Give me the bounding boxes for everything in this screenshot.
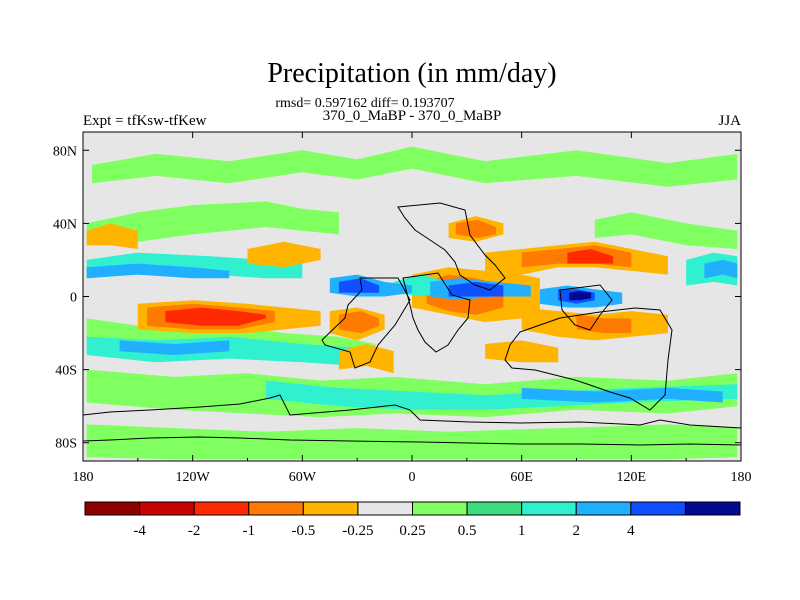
south-america-outline — [321, 277, 411, 369]
colorbar-swatch-10 — [630, 501, 686, 516]
colorbar-label-2: -1 — [243, 523, 256, 539]
colorbar-swatch-9 — [575, 501, 632, 516]
chart-title: Precipitation (in mm/day) — [267, 58, 556, 89]
colorbar-swatch-3 — [248, 501, 304, 516]
y-axis-ticks: 80N 40N 0 40S 80S — [53, 144, 741, 452]
experiment-label: Expt = tfKsw-tfKew — [83, 113, 207, 129]
colorbar-swatch-7 — [466, 501, 523, 516]
colorbar-swatch-5 — [357, 501, 413, 516]
precip-region-34 — [338, 278, 380, 293]
colorbar-swatch-11 — [684, 501, 741, 516]
y-tick-label-4: 80S — [55, 437, 77, 452]
precip-region-21 — [338, 344, 394, 374]
x-axis-ticks: 180 120W 60W 0 60E 120E 180 — [73, 132, 752, 485]
x-tick-label-5: 120E — [617, 470, 647, 485]
x-tick-label-2: 60W — [289, 470, 317, 485]
colorbar-label-9: 4 — [627, 523, 635, 539]
precip-region-39 — [569, 291, 592, 301]
precip-region-30 — [576, 314, 632, 334]
colorbar-label-8: 2 — [573, 523, 581, 539]
precip-region-28 — [567, 249, 614, 264]
y-tick-label-2: 0 — [70, 291, 77, 306]
precip-region-0 — [92, 146, 738, 187]
x-tick-label-6: 180 — [731, 470, 752, 485]
chart-stats-subtitle: rmsd= 0.597162 diff= 0.193707 — [275, 96, 454, 111]
colorbar-label-7: 1 — [518, 523, 526, 539]
x-tick-label-4: 60E — [510, 470, 533, 485]
colorbar-label-5: 0.25 — [399, 523, 425, 539]
precip-region-16 — [165, 307, 266, 326]
continent-outlines — [82, 202, 742, 446]
y-tick-label-1: 40N — [53, 217, 77, 232]
precip-region-18 — [247, 241, 321, 268]
chart-cases-subtitle: 370_0_MaBP - 370_0_MaBP — [323, 108, 502, 124]
colorbar-swatch-4 — [302, 501, 359, 516]
antarctica-outline — [82, 394, 742, 446]
precip-region-7 — [86, 263, 230, 279]
precip-region-11 — [119, 340, 230, 355]
colorbar-swatch-6 — [412, 501, 468, 516]
precip-region-17 — [86, 223, 138, 249]
colorbar-label-1: -2 — [188, 523, 201, 539]
precip-region-12 — [265, 380, 738, 410]
colorbar-label-4: -0.25 — [342, 523, 373, 539]
precip-region-20 — [338, 311, 380, 334]
colorbar-swatch-0 — [84, 501, 141, 516]
x-tick-label-0: 180 — [73, 470, 94, 485]
colorbar-swatch-2 — [193, 501, 250, 516]
asia-outline — [397, 202, 506, 291]
india-outline — [559, 284, 613, 331]
africa-outline — [402, 272, 471, 353]
y-tick-label-3: 40S — [55, 364, 77, 379]
colorbar-label-3: -0.5 — [291, 523, 315, 539]
colorbar-label-6: 0.5 — [458, 523, 477, 539]
x-tick-label-3: 0 — [409, 470, 416, 485]
x-tick-label-1: 120W — [176, 470, 211, 485]
precip-region-1 — [86, 201, 339, 246]
australia-outline — [504, 307, 673, 411]
colorbar: -4 -2 -1 -0.5 -0.25 0.25 0.5 1 2 4 — [84, 501, 741, 539]
colorbar-swatch-8 — [521, 501, 577, 516]
season-label: JJA — [718, 113, 741, 129]
y-tick-label-0: 80N — [53, 144, 77, 159]
precipitation-regions — [86, 146, 738, 460]
precip-region-36 — [448, 281, 504, 297]
map-area: 180 120W 60W 0 60E 120E 180 80N 40N 0 40S 80S — [53, 131, 752, 485]
precip-region-31 — [485, 340, 559, 363]
colorbar-swatch-1 — [139, 501, 195, 516]
precip-region-9 — [704, 259, 738, 279]
colorbar-label-0: -4 — [133, 523, 146, 539]
precip-region-2 — [594, 212, 738, 249]
precip-region-25 — [455, 219, 497, 238]
